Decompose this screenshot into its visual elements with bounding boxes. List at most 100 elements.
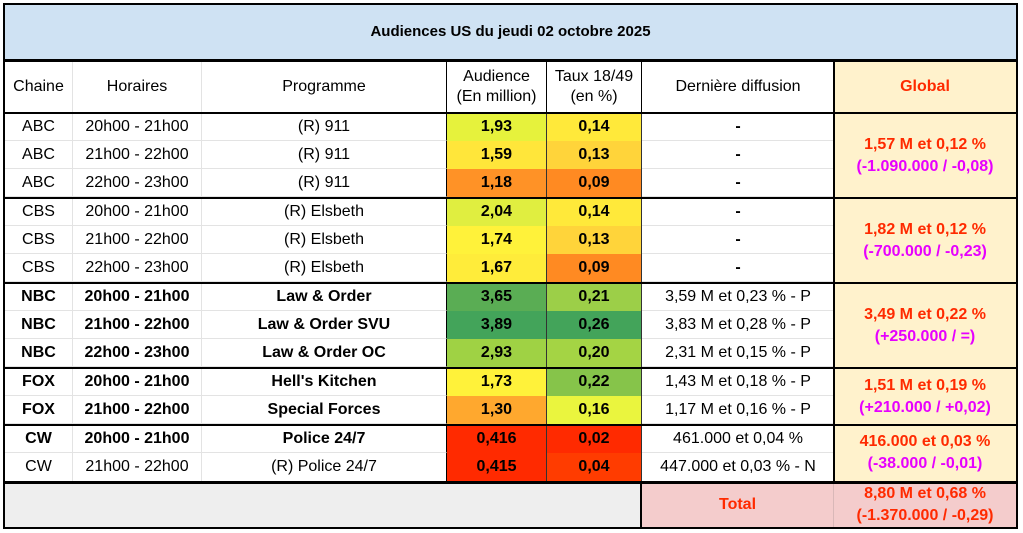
row-12-derniere: 461.000 et 0,04 %: [642, 425, 834, 453]
global-cell-5: 416.000 et 0,03 % (-38.000 / -0,01): [834, 425, 1016, 481]
row-6-horaires: 22h00 - 23h00: [73, 254, 202, 282]
row-3-taux: 0,09: [547, 169, 642, 197]
row-2-horaires: 21h00 - 22h00: [73, 141, 202, 169]
header-audience-line2: (En million): [456, 88, 537, 105]
global-main: 3,49 M et 0,22 %: [864, 305, 986, 323]
row-4-chaine: CBS: [5, 198, 73, 226]
row-7-derniere: 3,59 M et 0,23 % - P: [642, 283, 834, 311]
table-title: Audiences US du jeudi 02 octobre 2025: [5, 5, 1016, 62]
row-13-audience: 0,415: [447, 453, 547, 481]
row-1-derniere: -: [642, 113, 834, 141]
global-cell-4: 1,51 M et 0,19 % (+210.000 / +0,02): [834, 368, 1016, 425]
row-10-chaine: FOX: [5, 368, 73, 396]
global-main: 1,57 M et 0,12 %: [864, 135, 986, 153]
row-8-audience: 3,89: [447, 311, 547, 339]
row-2-chaine: ABC: [5, 141, 73, 169]
row-11-horaires: 21h00 - 22h00: [73, 396, 202, 424]
header-programme: Programme: [202, 62, 447, 112]
global-main: 1,82 M et 0,12 %: [864, 220, 986, 238]
total-main: 8,80 M et 0,68 %: [864, 485, 986, 502]
group-divider: [5, 112, 1016, 114]
global-delta: (+210.000 / +0,02): [859, 398, 991, 416]
global-main: 1,51 M et 0,19 %: [864, 376, 986, 394]
row-9-derniere: 2,31 M et 0,15 % - P: [642, 339, 834, 367]
header-global: Global: [834, 62, 1016, 112]
row-5-chaine: CBS: [5, 226, 73, 254]
row-13-taux: 0,04: [547, 453, 642, 481]
row-6-chaine: CBS: [5, 254, 73, 282]
global-main: 416.000 et 0,03 %: [859, 433, 991, 450]
row-5-audience: 1,74: [447, 226, 547, 254]
row-13-chaine: CW: [5, 453, 73, 481]
row-6-audience: 1,67: [447, 254, 547, 282]
total-label: Total: [642, 483, 834, 527]
row-2-taux: 0,13: [547, 141, 642, 169]
row-3-programme: (R) 911: [202, 169, 447, 197]
global-column-divider: [833, 62, 835, 483]
row-3-audience: 1,18: [447, 169, 547, 197]
row-7-audience: 3,65: [447, 283, 547, 311]
row-10-programme: Hell's Kitchen: [202, 368, 447, 396]
row-4-derniere: -: [642, 198, 834, 226]
row-13-derniere: 447.000 et 0,03 % - N: [660, 458, 816, 475]
header-audience: Audience (En million): [447, 62, 547, 112]
row-4-audience: 2,04: [447, 198, 547, 226]
total-delta: (-1.370.000 / -0,29): [856, 507, 994, 524]
header-taux: Taux 18/49 (en %): [547, 62, 642, 112]
group-divider: [5, 282, 1016, 284]
row-5-derniere: -: [642, 226, 834, 254]
header-horaires: Horaires: [73, 62, 202, 112]
header-chaine: Chaine: [5, 62, 73, 112]
row-11-programme: Special Forces: [202, 396, 447, 424]
header-taux-line1: Taux 18/49: [554, 68, 634, 85]
total-value: 8,80 M et 0,68 % (-1.370.000 / -0,29): [834, 483, 1016, 527]
row-12-horaires: 20h00 - 21h00: [73, 425, 202, 453]
row-7-programme: Law & Order: [202, 283, 447, 311]
row-1-programme: (R) 911: [202, 113, 447, 141]
audiences-table: Audiences US du jeudi 02 octobre 2025 Ch…: [3, 3, 1018, 529]
row-6-derniere: -: [642, 254, 834, 282]
group-divider: [5, 197, 1016, 199]
row-1-audience: 1,93: [447, 113, 547, 141]
row-4-programme: (R) Elsbeth: [202, 198, 447, 226]
row-2-derniere: -: [642, 141, 834, 169]
row-7-chaine: NBC: [5, 283, 73, 311]
row-3-derniere: -: [642, 169, 834, 197]
row-1-taux: 0,14: [547, 113, 642, 141]
row-1-horaires: 20h00 - 21h00: [73, 113, 202, 141]
row-12-chaine: CW: [5, 425, 73, 453]
row-9-taux: 0,20: [547, 339, 642, 367]
row-12-taux: 0,02: [547, 425, 642, 453]
row-8-programme: Law & Order SVU: [202, 311, 447, 339]
row-9-audience: 2,93: [447, 339, 547, 367]
global-delta: (-1.090.000 / -0,08): [856, 157, 994, 175]
group-divider: [5, 481, 1016, 484]
row-9-programme: Law & Order OC: [202, 339, 447, 367]
row-6-taux: 0,09: [547, 254, 642, 282]
header-audience-line1: Audience: [463, 68, 530, 85]
row-11-audience: 1,30: [447, 396, 547, 424]
header-global-label: Global: [900, 78, 950, 95]
global-delta: (-38.000 / -0,01): [867, 455, 983, 472]
row-10-audience: 1,73: [447, 368, 547, 396]
total-empty-cell: [5, 483, 642, 527]
row-10-horaires: 20h00 - 21h00: [73, 368, 202, 396]
row-12-programme: Police 24/7: [202, 425, 447, 453]
row-13-programme: (R) Police 24/7: [202, 453, 447, 481]
row-10-derniere: 1,43 M et 0,18 % - P: [642, 368, 834, 396]
row-3-horaires: 22h00 - 23h00: [73, 169, 202, 197]
row-4-horaires: 20h00 - 21h00: [73, 198, 202, 226]
global-delta: (+250.000 / =): [874, 327, 976, 345]
row-4-taux: 0,14: [547, 198, 642, 226]
row-5-taux: 0,13: [547, 226, 642, 254]
row-1-chaine: ABC: [5, 113, 73, 141]
row-11-chaine: FOX: [5, 396, 73, 424]
row-13-horaires: 21h00 - 22h00: [73, 453, 202, 481]
group-divider: [5, 367, 1016, 369]
row-3-chaine: ABC: [5, 169, 73, 197]
row-9-chaine: NBC: [5, 339, 73, 367]
row-11-derniere: 1,17 M et 0,16 % - P: [642, 396, 834, 424]
global-delta: (-700.000 / -0,23): [863, 242, 987, 260]
row-9-horaires: 22h00 - 23h00: [73, 339, 202, 367]
row-11-taux: 0,16: [547, 396, 642, 424]
